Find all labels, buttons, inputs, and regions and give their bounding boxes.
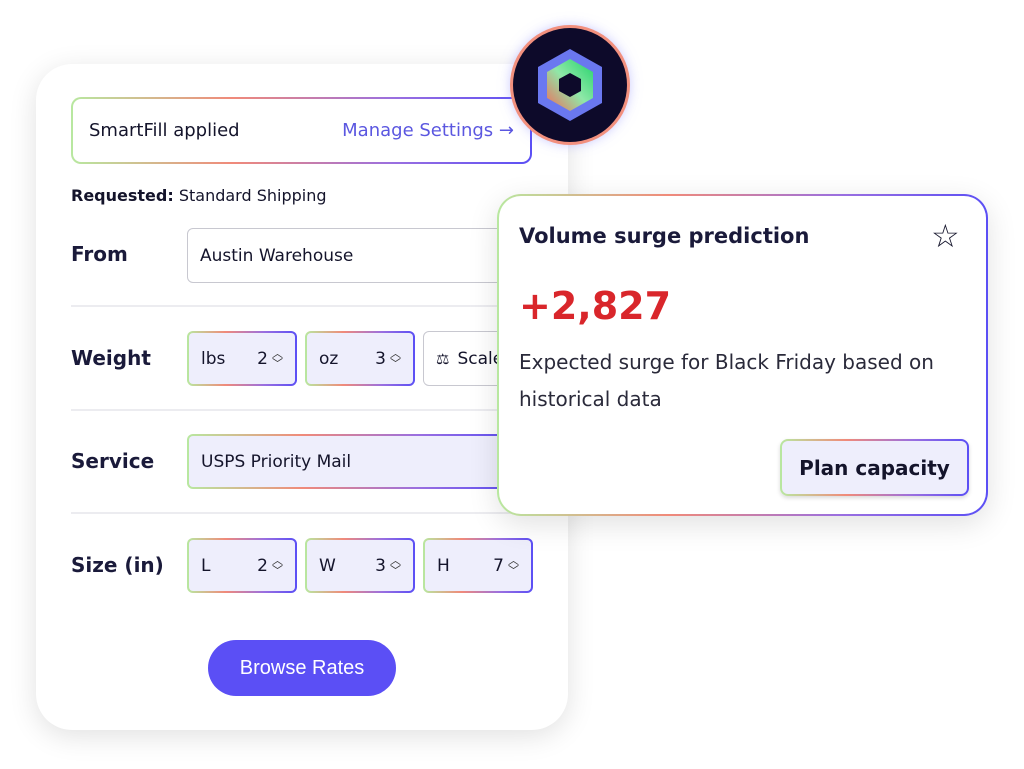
height-stepper[interactable]: H 7 ︿ ﹀ [423,538,533,593]
divider [71,512,532,514]
requested-label: Requested: [71,186,174,205]
smartfill-banner: SmartFill applied Manage Settings → [71,97,532,164]
popup-title: Volume surge prediction [519,224,810,248]
volume-surge-popup: Volume surge prediction ☆ +2,827 Expecte… [497,194,988,516]
from-label: From [71,242,128,266]
hexagon-logo-icon [513,28,627,142]
service-select[interactable]: USPS Priority Mail [187,434,517,489]
from-input[interactable]: Austin Warehouse [187,228,517,283]
weight-label: Weight [71,346,151,370]
chevron-up-down-icon[interactable]: ︿ ﹀ [272,346,283,370]
surge-value: +2,827 [519,284,672,328]
divider [71,305,532,307]
chevron-up-down-icon[interactable]: ︿ ﹀ [272,553,283,577]
browse-rates-button[interactable]: Browse Rates [208,640,396,696]
lbs-value: 2 [257,348,268,369]
chevron-up-down-icon[interactable]: ︿ ﹀ [390,553,401,577]
lbs-unit: lbs [201,348,226,369]
oz-unit: oz [319,348,339,369]
length-stepper[interactable]: L 2 ︿ ﹀ [187,538,297,593]
width-stepper[interactable]: W 3 ︿ ﹀ [305,538,415,593]
chevron-up-down-icon[interactable]: ︿ ﹀ [508,553,519,577]
oz-value: 3 [375,348,386,369]
size-label: Size (in) [71,553,164,577]
lbs-stepper[interactable]: lbs 2 ︿ ﹀ [187,331,297,386]
star-icon[interactable]: ☆ [931,217,960,255]
service-label: Service [71,449,155,473]
length-unit: L [201,555,211,576]
shipping-form-card [36,64,568,730]
height-unit: H [437,555,450,576]
width-unit: W [319,555,336,576]
requested-service: Requested: Standard Shipping [71,186,327,205]
chevron-up-down-icon[interactable]: ︿ ﹀ [390,346,401,370]
requested-value: Standard Shipping [178,186,327,205]
scale-label: Scale [457,348,504,369]
smartfill-status: SmartFill applied [89,120,240,141]
divider [71,409,532,411]
surge-description: Expected surge for Black Friday based on… [519,350,934,411]
scale-icon: ⚖ [436,349,450,368]
length-value: 2 [257,555,268,576]
oz-stepper[interactable]: oz 3 ︿ ﹀ [305,331,415,386]
height-value: 7 [493,555,504,576]
width-value: 3 [375,555,386,576]
plan-capacity-button[interactable]: Plan capacity [780,439,969,496]
manage-settings-link[interactable]: Manage Settings → [342,120,514,141]
